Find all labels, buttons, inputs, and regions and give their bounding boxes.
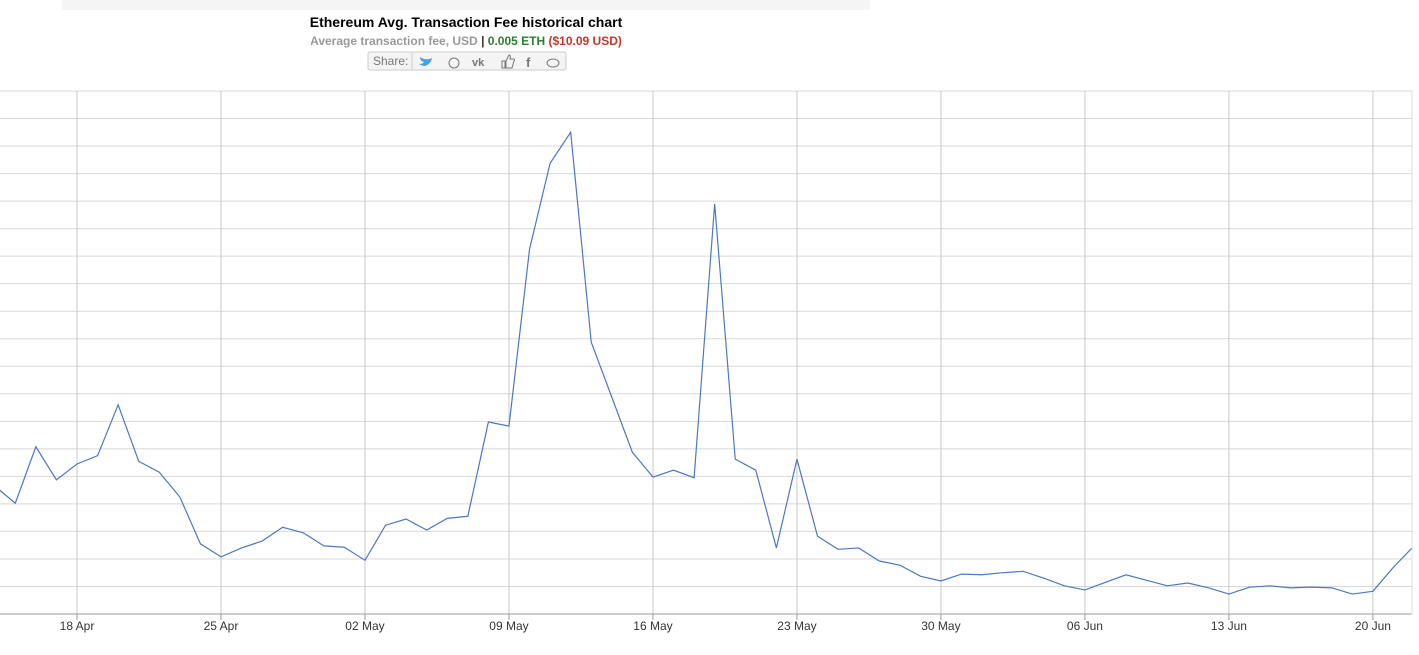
x-tick-label: 06 Jun [1067,619,1103,633]
grid [0,90,1412,615]
top-bar [62,0,870,10]
share-facebook[interactable]: f [526,55,531,70]
share-reddit[interactable] [448,57,460,69]
x-tick-label: 13 Jun [1211,619,1247,633]
share-twitter[interactable] [419,57,432,66]
subtitle-eth: 0.005 ETH [488,34,545,48]
chart-title: Ethereum Avg. Transaction Fee historical… [310,14,623,30]
axes: 18 Apr 25 Apr 02 May 09 May 16 May 23 May 30 M… [0,91,1413,633]
share-vk[interactable]: vk [472,57,485,69]
subtitle-label: Average transaction fee, USD [310,34,478,48]
x-tick-label: 23 May [777,619,816,633]
x-tick-label: 25 Apr [204,619,239,633]
subtitle-usd: ($10.09 USD) [549,34,622,48]
subtitle-separator: | [481,34,484,48]
share-weibo[interactable] [546,58,560,68]
plot [0,130,1412,595]
x-tick-label: 20 Jun [1355,619,1391,633]
x-tick-label: 18 Apr [60,619,95,633]
line-series [0,130,1412,595]
x-tick-label: 30 May [921,619,960,633]
x-tick-label: 02 May [345,619,384,633]
share-like[interactable] [501,54,515,69]
x-tick-label: 16 May [633,619,672,633]
x-tick-label: 09 May [489,619,528,633]
share-label: Share: [373,54,408,68]
share-bar: Share: vk f [367,51,567,71]
chart-subtitle: Average transaction fee, USD | 0.005 ETH… [310,34,622,48]
